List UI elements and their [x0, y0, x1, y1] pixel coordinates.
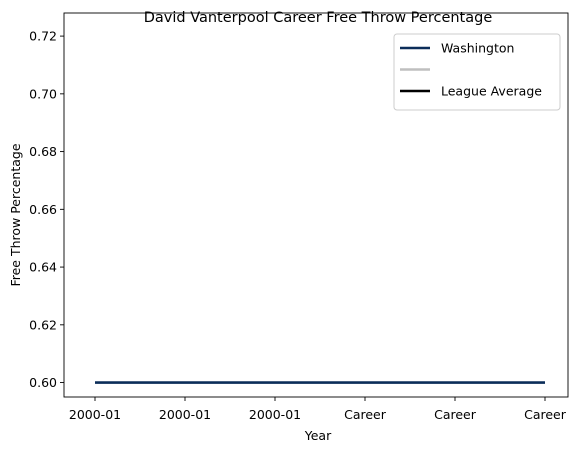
x-tick-label: 2000-01 — [69, 407, 121, 422]
chart-title: David Vanterpool Career Free Throw Perce… — [144, 10, 493, 26]
y-tick-label: 0.60 — [29, 375, 57, 390]
y-tick-label: 0.64 — [29, 260, 57, 275]
y-tick-label: 0.66 — [29, 202, 57, 217]
y-tick-label: 0.62 — [29, 317, 57, 332]
legend-box — [393, 33, 561, 111]
plot-frame — [63, 12, 569, 398]
x-axis: 2000-01 2000-01 2000-01 Career Career Career — [69, 397, 567, 422]
x-tick-label: 2000-01 — [249, 407, 301, 422]
x-tick-label: Career — [524, 407, 567, 422]
y-axis: 0.60 0.62 0.64 0.66 0.68 0.70 0.72 — [29, 29, 64, 390]
legend: Washington League Average — [393, 33, 561, 111]
x-tick-label: Career — [434, 407, 477, 422]
y-tick-label: 0.70 — [29, 86, 57, 101]
y-axis-label: Free Throw Percentage — [8, 143, 23, 286]
x-tick-label: 2000-01 — [159, 407, 211, 422]
x-tick-label: Career — [344, 407, 387, 422]
legend-label: League Average — [441, 84, 542, 99]
x-axis-label: Year — [304, 428, 332, 443]
legend-label: Washington — [441, 41, 514, 56]
y-tick-label: 0.68 — [29, 144, 57, 159]
y-tick-label: 0.72 — [29, 29, 57, 44]
